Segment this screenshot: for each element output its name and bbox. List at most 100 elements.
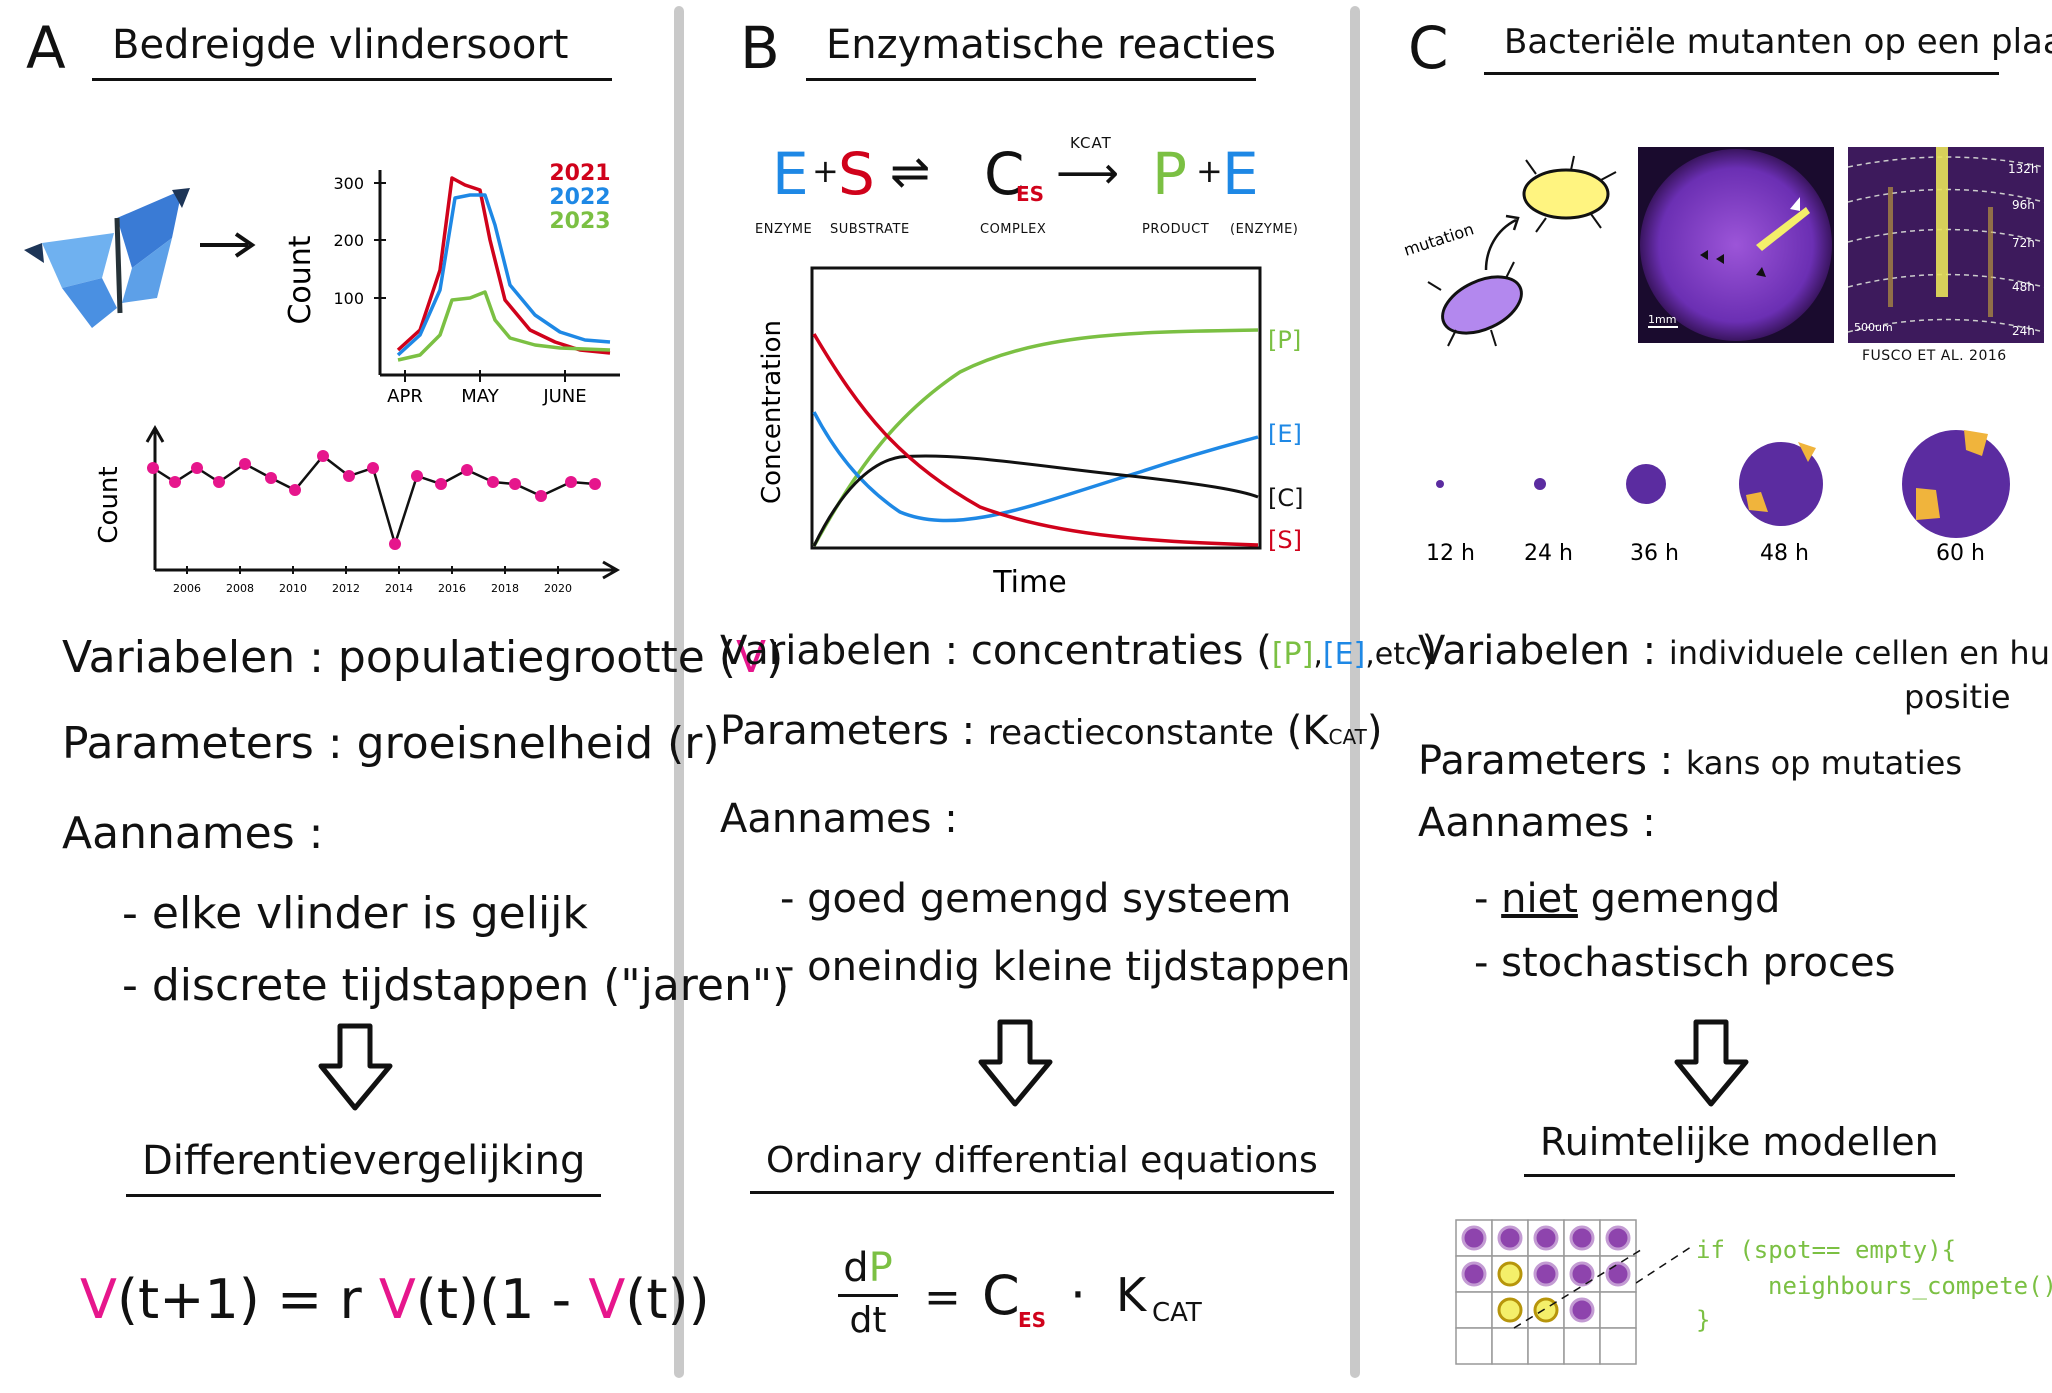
time-xlabel: Time (992, 565, 1066, 600)
parameters-value: groeisnelheid (r) (356, 718, 720, 769)
svg-text:132h: 132h (2008, 162, 2039, 176)
complex-curve (812, 454, 1259, 547)
down-arrow-icon-c (1674, 1019, 1749, 1107)
panel-a-equation: V(t+1) = r V(t)(1 - V(t)) (80, 1268, 710, 1331)
yearly-xtick-label: 2020 (544, 582, 572, 595)
purple-cell (1569, 1297, 1595, 1323)
product-curve (812, 328, 1259, 547)
arrow-right-icon (200, 232, 256, 258)
panel-a-assumption-1: - elke vlinder is gelijk (122, 888, 588, 939)
panel-c-assumption-1: - niet gemengd (1474, 876, 1781, 922)
reaction-label-enzyme: ENZYME (755, 222, 813, 237)
yearly-count-chart: Count 2006 2008 2010 2012 2014 2016 2018 2020 (95, 424, 621, 595)
season-series-line (397, 290, 611, 362)
scale-bar-500um: 500um (1854, 321, 1893, 334)
eq-fraction: dP dt (838, 1242, 898, 1345)
grid-cell (1563, 1327, 1601, 1365)
label-s: [S] (1268, 526, 1302, 554)
panel-a-model: Differentievergelijking (126, 1138, 602, 1197)
panel-b-assumptions-label: Aannames : (720, 796, 958, 842)
season-ytick-label: 100 (333, 289, 364, 308)
panel-a-assumptions-label: Aannames : (62, 808, 324, 859)
variables-label: Variabelen (62, 632, 296, 683)
grid-cell (1455, 1291, 1493, 1329)
panel-divider-right (1350, 6, 1360, 1378)
yearly-count-point (343, 470, 355, 482)
panel-b-assumption-2: - oneindig kleine tijdstappen (780, 944, 1351, 990)
grid-cell (1599, 1327, 1637, 1365)
concentration-ylabel: Concentration (757, 320, 787, 504)
panel-b-title: Enzymatische reacties (806, 22, 1276, 81)
label-e: [E] (1268, 420, 1302, 448)
purple-cell (1605, 1225, 1631, 1251)
label-c: [C] (1268, 484, 1303, 512)
yellow-cell (1497, 1261, 1523, 1287)
mutation-label: mutation (1401, 219, 1476, 259)
grid-cell (1527, 1327, 1565, 1365)
season-xtick-label: JUNE (542, 386, 586, 407)
variables-symbol: V (735, 632, 767, 683)
down-arrow-icon (318, 1023, 393, 1111)
season-ytick-label: 300 (333, 174, 364, 193)
scale-bar-1mm: 1mm (1648, 313, 1676, 326)
grid-cell (1599, 1291, 1637, 1329)
parameters-label: Parameters (62, 718, 314, 769)
panel-b-model: Ordinary differential equations (750, 1140, 1334, 1194)
grid-cell (1455, 1327, 1493, 1365)
svg-text:60 h: 60 h (1936, 541, 1985, 566)
yearly-count-point (367, 462, 379, 474)
yearly-count-point (487, 476, 499, 488)
grid-cell (1491, 1327, 1529, 1365)
season-legend-entry: 2023 (549, 209, 610, 234)
svg-text:36 h: 36 h (1630, 541, 1679, 566)
purple-cell (1569, 1261, 1595, 1287)
yearly-count-point (239, 458, 251, 470)
purple-cell (1569, 1225, 1595, 1251)
enzyme-curve (812, 411, 1259, 523)
purple-cell (1605, 1261, 1631, 1287)
purple-cell (1497, 1225, 1523, 1251)
bacteria-mutation-illustration: mutation (1401, 155, 1617, 347)
yearly-count-point (411, 470, 423, 482)
svg-text:48 h: 48 h (1760, 541, 1809, 566)
yearly-xtick-label: 2008 (226, 582, 254, 595)
season-ytick-label: 200 (333, 231, 364, 250)
season-legend-entry: 2022 (549, 185, 610, 210)
season-series-line (396, 176, 611, 355)
season-series-line (396, 193, 611, 357)
yearly-count-point (265, 472, 277, 484)
image-credit: FUSCO ET AL. 2016 (1862, 348, 2007, 364)
yearly-count-point (213, 476, 225, 488)
svg-text:12 h: 12 h (1426, 541, 1475, 566)
yearly-count-point (509, 478, 521, 490)
panel-b-variables: Variabelen : concentraties ([P],[E],etc) (720, 628, 1438, 674)
purple-cell (1533, 1261, 1559, 1287)
season-legend-entry: 2021 (549, 161, 610, 186)
yearly-count-point (461, 464, 473, 476)
yearly-count-point (317, 450, 329, 462)
yearly-xtick-label: 2010 (279, 582, 307, 595)
panel-b-assumption-1: - goed gemengd systeem (780, 876, 1292, 922)
svg-text:24h: 24h (2012, 324, 2035, 338)
label-p: [P] (1268, 326, 1301, 354)
panel-a-letter: A (26, 14, 66, 82)
yearly-ylabel: Count (95, 466, 124, 543)
purple-cell (1461, 1261, 1487, 1287)
panel-c-parameters: Parameters : kans op mutaties (1418, 738, 1963, 784)
code-pointer-line (1636, 1244, 1695, 1284)
panel-a: A Bedreigde vlindersoort Count 300 200 100… (0, 0, 789, 1393)
yearly-count-point (289, 484, 301, 496)
yearly-count-point (565, 476, 577, 488)
yearly-count-point (147, 462, 159, 474)
yearly-count-point (169, 476, 181, 488)
panel-b: B Enzymatische reacties E + S ⇌ C ES KCA… (680, 0, 1437, 1393)
yearly-xtick-label: 2018 (491, 582, 519, 595)
purple-cell (1461, 1225, 1487, 1251)
purple-cell (1533, 1225, 1559, 1251)
yearly-xtick-label: 2006 (173, 582, 201, 595)
code-line-3: } (1696, 1306, 1711, 1334)
panel-divider-left (674, 6, 684, 1378)
yearly-xtick-label: 2012 (332, 582, 360, 595)
panel-c-assumptions-label: Aannames : (1418, 800, 1656, 846)
